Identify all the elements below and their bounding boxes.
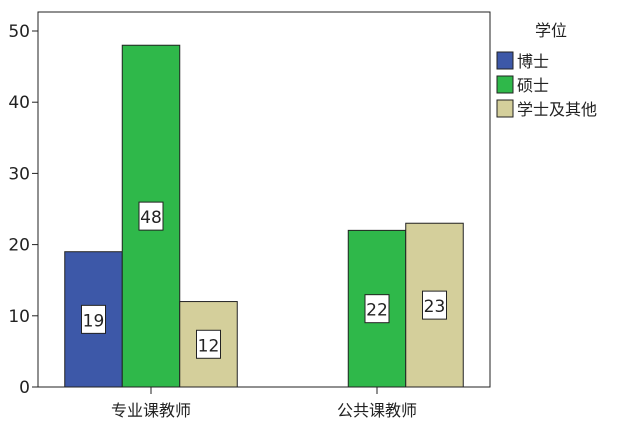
y-tick-label: 10 [8, 307, 30, 327]
data-label: 48 [140, 208, 162, 228]
legend-swatch [496, 99, 514, 118]
y-tick-label: 20 [8, 236, 30, 256]
y-tick-label: 50 [8, 22, 30, 42]
legend-label: 学士及其他 [517, 100, 597, 119]
data-label-box [138, 201, 164, 231]
data-label: 12 [198, 336, 220, 356]
y-tick-label: 30 [8, 164, 30, 184]
y-tick-label: 40 [8, 93, 30, 113]
plot-frame [37, 11, 491, 388]
data-label-box [422, 290, 447, 320]
x-tick-label: 公共课教师 [337, 401, 417, 420]
legend-label: 硕士 [517, 76, 549, 95]
legend-swatch [496, 75, 514, 94]
data-label: 23 [424, 297, 446, 317]
x-tick-label: 专业课教师 [111, 401, 191, 420]
data-label-box [196, 329, 221, 359]
legend-label: 博士 [517, 52, 549, 71]
data-label-box [81, 304, 106, 334]
legend-swatch [496, 51, 514, 70]
data-label: 22 [366, 301, 388, 321]
data-label: 19 [83, 311, 105, 331]
y-tick-label: 0 [19, 378, 30, 398]
data-label-box [364, 294, 390, 324]
legend-title: 学位 [535, 21, 567, 40]
